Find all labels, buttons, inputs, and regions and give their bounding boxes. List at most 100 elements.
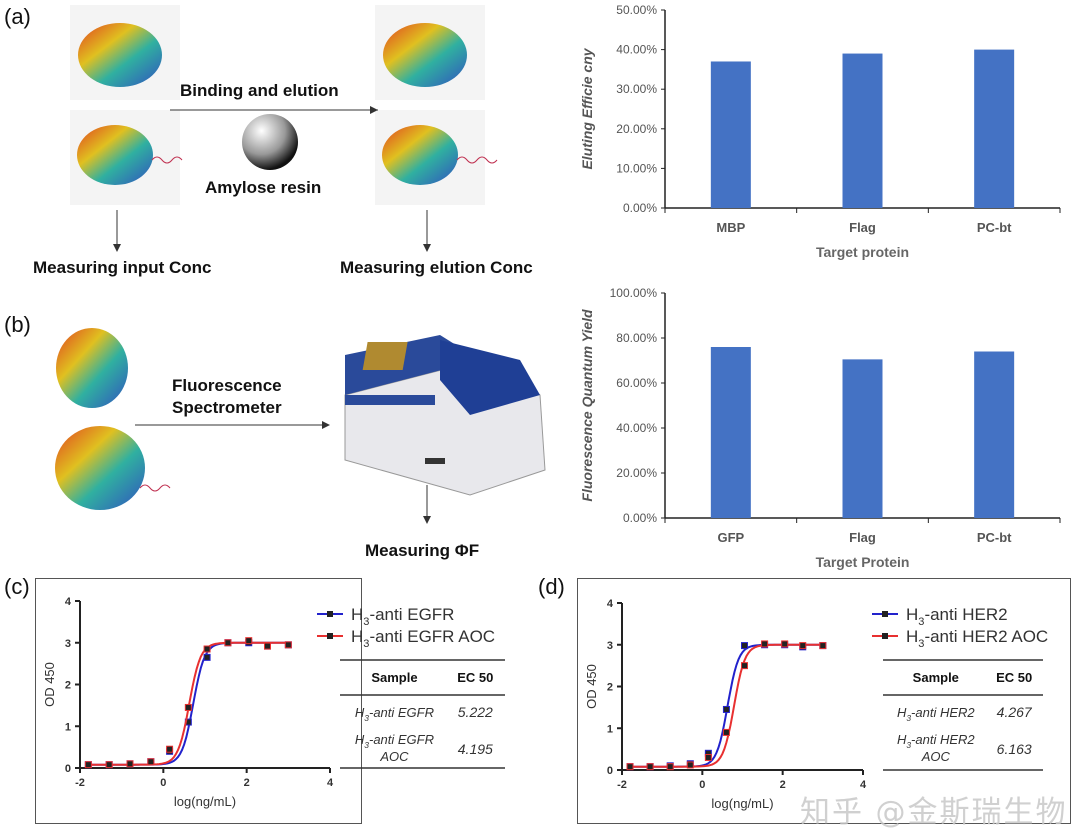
data-point — [741, 662, 749, 670]
table-ec50-value: 4.195 — [458, 741, 493, 757]
x-axis-title: log(ng/mL) — [711, 796, 773, 811]
y-tick-label: 0.00% — [623, 201, 657, 215]
x-category-label: PC-bt — [977, 220, 1012, 235]
y-tick-label: 30.00% — [616, 82, 657, 96]
data-point — [781, 640, 789, 648]
measure-elution-label: Measuring elution Conc — [340, 258, 533, 277]
spectrometer-icon — [344, 335, 546, 496]
y-tick-label: 20.00% — [616, 466, 657, 480]
x-axis-title: Target Protein — [816, 554, 910, 570]
y-tick-label: 100.00% — [610, 286, 658, 300]
y-tick-label: 4 — [607, 598, 614, 610]
data-point — [166, 745, 174, 753]
panel-d-frame — [577, 578, 1071, 824]
legend-entry: H3-anti HER2 AOC — [906, 627, 1048, 650]
panel-c-frame — [35, 578, 362, 824]
x-category-label: PC-bt — [977, 530, 1012, 545]
x-axis-title: Target protein — [816, 244, 909, 260]
legend-marker — [327, 611, 333, 617]
bar-mbp — [710, 61, 751, 209]
data-point — [646, 763, 654, 771]
data-point — [264, 642, 271, 650]
x-tick-label: -2 — [75, 777, 85, 789]
data-point — [666, 763, 674, 771]
fit-curve-aoc — [88, 641, 289, 766]
x-tick-label: 0 — [160, 777, 166, 789]
x-category-label: Flag — [849, 220, 876, 235]
resin-label: Amylose resin — [205, 178, 322, 197]
resin-bead-icon — [242, 114, 298, 170]
table-ec50-value: 6.163 — [997, 741, 1032, 757]
data-point — [203, 645, 211, 653]
y-axis-title: OD 450 — [584, 664, 599, 709]
y-tick-label: 80.00% — [616, 331, 657, 345]
bar-pc-bt — [974, 49, 1015, 208]
y-tick-label: 10.00% — [616, 161, 657, 175]
bar-flag — [842, 359, 883, 518]
y-tick-label: 1 — [607, 723, 613, 735]
data-point — [203, 653, 211, 661]
table-header-ec50: EC 50 — [996, 670, 1032, 685]
y-tick-label: 4 — [65, 596, 72, 608]
chart-eluting-efficiency: 0.00% 10.00% 20.00% 30.00% 40.00% 50.00% MBP Fl… — [579, 3, 1061, 260]
x-tick-label: 2 — [780, 779, 786, 791]
data-point — [147, 758, 155, 766]
panel-label-c: (c) — [4, 574, 30, 599]
legend-entry: H3-anti EGFR AOC — [351, 627, 495, 650]
y-tick-label: 50.00% — [616, 3, 657, 17]
y-tick-label: 60.00% — [616, 376, 657, 390]
y-axis-title: OD 450 — [42, 662, 57, 707]
x-axis-title: log(ng/mL) — [174, 794, 236, 809]
table-header-sample: Sample — [913, 670, 959, 685]
y-tick-label: 20.00% — [616, 122, 657, 136]
chart-quantum-yield: 0.00% 20.00% 40.00% 60.00% 80.00% 100.00% GFP F… — [579, 286, 1061, 570]
data-point — [224, 639, 232, 647]
table-ec50-value: 5.222 — [458, 704, 493, 720]
y-tick-label: 0 — [65, 763, 71, 775]
x-category-label: Flag — [849, 530, 876, 545]
data-point — [686, 761, 694, 769]
measure-phi-label: Measuring ΦF — [365, 541, 480, 560]
bar-flag — [842, 53, 883, 209]
table-sample-name: H3-anti EGFR — [355, 732, 434, 750]
y-tick-label: 40.00% — [616, 43, 657, 57]
y-tick-label: 0 — [607, 765, 613, 777]
table-sample-name: H3-anti HER2 — [897, 732, 975, 750]
data-point — [722, 728, 730, 736]
y-tick-label: 40.00% — [616, 421, 657, 435]
data-point — [799, 642, 807, 650]
x-tick-label: -2 — [617, 779, 627, 791]
table-sample-name: H3-anti EGFR — [355, 705, 434, 723]
legend-marker — [882, 633, 888, 639]
x-tick-label: 4 — [860, 779, 867, 791]
legend-entry: H3-anti HER2 — [906, 605, 1008, 628]
data-point — [105, 761, 113, 769]
legend-marker — [327, 633, 333, 639]
data-point — [704, 753, 712, 761]
y-tick-label: 3 — [65, 638, 71, 650]
table-header-sample: Sample — [371, 670, 417, 685]
data-point — [819, 642, 827, 650]
data-point — [126, 760, 134, 768]
y-tick-label: 1 — [65, 721, 71, 733]
y-tick-label: 2 — [65, 680, 71, 692]
legend-marker — [882, 611, 888, 617]
y-tick-label: 2 — [607, 682, 613, 694]
table-sample-name: H3-anti HER2 — [897, 705, 975, 723]
table-ec50-value: 4.267 — [997, 704, 1033, 720]
x-category-label: MBP — [716, 220, 745, 235]
y-axis-title: Fluorescence Quantum Yield — [579, 309, 595, 502]
data-point — [761, 640, 769, 648]
data-point — [284, 641, 292, 649]
instrument-label-1: Fluorescence — [172, 376, 282, 395]
panel-b-schematic — [55, 328, 546, 524]
bar-gfp — [710, 347, 751, 518]
data-point — [741, 642, 749, 650]
x-tick-label: 0 — [699, 779, 705, 791]
bar-pc-bt — [974, 351, 1015, 518]
data-point — [84, 761, 92, 769]
panel-label-a: (a) — [4, 4, 31, 29]
data-point — [626, 763, 634, 771]
table-header-ec50: EC 50 — [457, 670, 493, 685]
